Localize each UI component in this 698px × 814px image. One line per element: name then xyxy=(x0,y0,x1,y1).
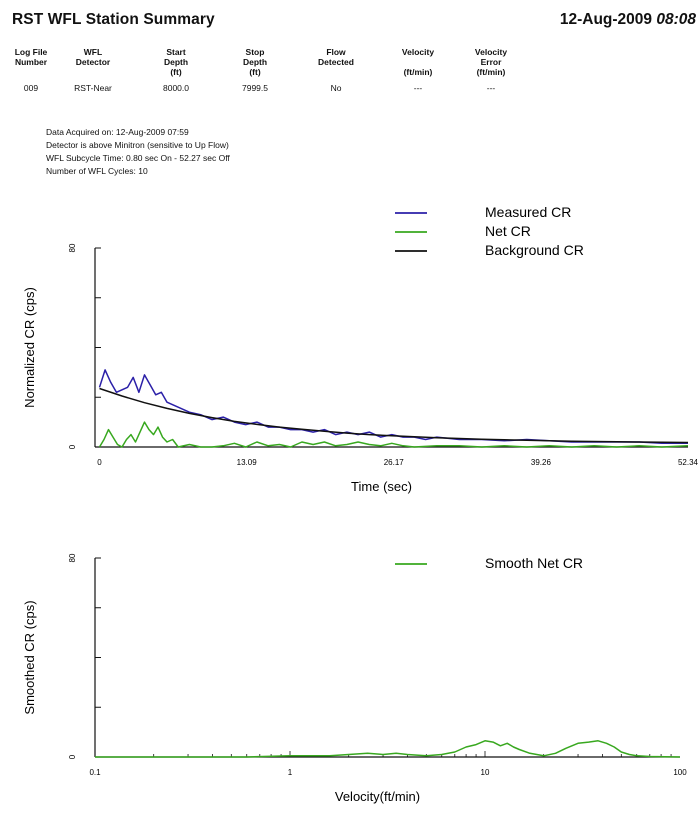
header-line: Velocity xyxy=(474,47,508,57)
cell-wfl-detector: RST-Near xyxy=(74,83,112,93)
cell-stop-depth: 7999.5 xyxy=(242,83,268,93)
summary-header-row: Log File Number WFL Detector Start Depth… xyxy=(8,47,528,77)
header-line: Velocity xyxy=(401,47,435,57)
legend-label-measured-cr: Measured CR xyxy=(485,204,571,220)
x-tick-label: 39.26 xyxy=(531,458,552,467)
x-tick-label: 13.09 xyxy=(237,458,258,467)
y-axis-title: Normalized CR (cps) xyxy=(22,287,37,408)
summary-data-row: 009 RST-Near 8000.0 7999.5 No --- --- xyxy=(8,77,528,94)
cycle-count-text: Number of WFL Cycles: 10 xyxy=(46,166,148,176)
x-tick-label: 52.34 xyxy=(678,458,698,467)
station-summary-table: Log File Number WFL Detector Start Depth… xyxy=(8,47,528,94)
cell-velocity-error: --- xyxy=(486,83,496,93)
report-time: 08:08 xyxy=(656,11,696,28)
x-tick-label: 0.1 xyxy=(89,768,101,777)
header-line: Stop xyxy=(245,47,265,57)
header-line: Error xyxy=(480,57,502,67)
x-tick-label: 10 xyxy=(481,768,490,777)
x-tick-label: 1 xyxy=(288,768,293,777)
x-tick-label: 100 xyxy=(673,768,687,777)
y-tick-label: 0 xyxy=(68,444,77,449)
header-line: Log File xyxy=(14,47,48,57)
acquisition-info: Data Acquired on: 12-Aug-2009 07:59 Dete… xyxy=(46,126,230,178)
acquired-on-text: Data Acquired on: 12-Aug-2009 07:59 xyxy=(46,127,189,137)
cell-log-file-number: 009 xyxy=(23,83,39,93)
cell-start-depth: 8000.0 xyxy=(163,83,189,93)
legend-label-background-cr: Background CR xyxy=(485,242,584,258)
x-tick-label: 0 xyxy=(97,458,102,467)
header-line: Flow xyxy=(326,47,346,57)
header-line: (ft/min) xyxy=(476,67,506,77)
y-axis-title: Smoothed CR (cps) xyxy=(22,600,37,714)
header-line: Depth xyxy=(163,57,189,67)
header-line: Detector xyxy=(75,57,111,67)
col-log-file-number: Log File Number xyxy=(8,47,54,77)
header-line: Start xyxy=(166,47,186,57)
header-line: (ft/min) xyxy=(403,67,433,77)
series-line-background-cr xyxy=(99,387,689,444)
col-velocity: Velocity (ft/min) xyxy=(382,47,454,77)
col-velocity-error: Velocity Error (ft/min) xyxy=(454,47,528,77)
report-datetime: 12-Aug-2009 08:08 xyxy=(560,11,696,29)
detector-position-text: Detector is above Minitron (sensitive to… xyxy=(46,140,229,150)
x-axis-title: Velocity(ft/min) xyxy=(335,789,420,804)
cell-velocity: --- xyxy=(413,83,423,93)
header-line: Depth xyxy=(242,57,268,67)
header-line: (ft) xyxy=(170,67,182,77)
series-line-net-cr xyxy=(98,421,689,448)
y-tick-label: 80 xyxy=(68,243,77,252)
normalized-cr-chart: 0 80 0 13.09 26.17 39.26 52.34 Time (sec) Normal… xyxy=(22,204,698,494)
series-line-smooth-net-cr xyxy=(95,740,681,758)
legend-label-smooth-net-cr: Smooth Net CR xyxy=(485,555,583,571)
col-wfl-detector: WFL Detector xyxy=(54,47,132,77)
header-line: Number xyxy=(14,57,48,67)
col-start-depth: Start Depth (ft) xyxy=(132,47,220,77)
x-tick-label: 26.17 xyxy=(384,458,405,467)
report-date: 12-Aug-2009 xyxy=(559,11,653,28)
subcycle-time-text: WFL Subcycle Time: 0.80 sec On - 52.27 s… xyxy=(46,153,230,163)
y-tick-label: 80 xyxy=(68,553,77,562)
col-stop-depth: Stop Depth (ft) xyxy=(220,47,290,77)
col-flow-detected: Flow Detected xyxy=(290,47,382,77)
legend-label-net-cr: Net CR xyxy=(485,223,531,239)
page-title: RST WFL Station Summary xyxy=(12,11,215,28)
header-line: (ft) xyxy=(249,67,261,77)
header-line: WFL xyxy=(83,47,103,57)
header-line: Detected xyxy=(318,57,354,67)
series-line-measured-cr xyxy=(98,369,688,445)
cell-flow-detected: No xyxy=(330,83,342,93)
y-tick-label: 0 xyxy=(68,754,77,759)
x-axis-title: Time (sec) xyxy=(351,479,412,494)
